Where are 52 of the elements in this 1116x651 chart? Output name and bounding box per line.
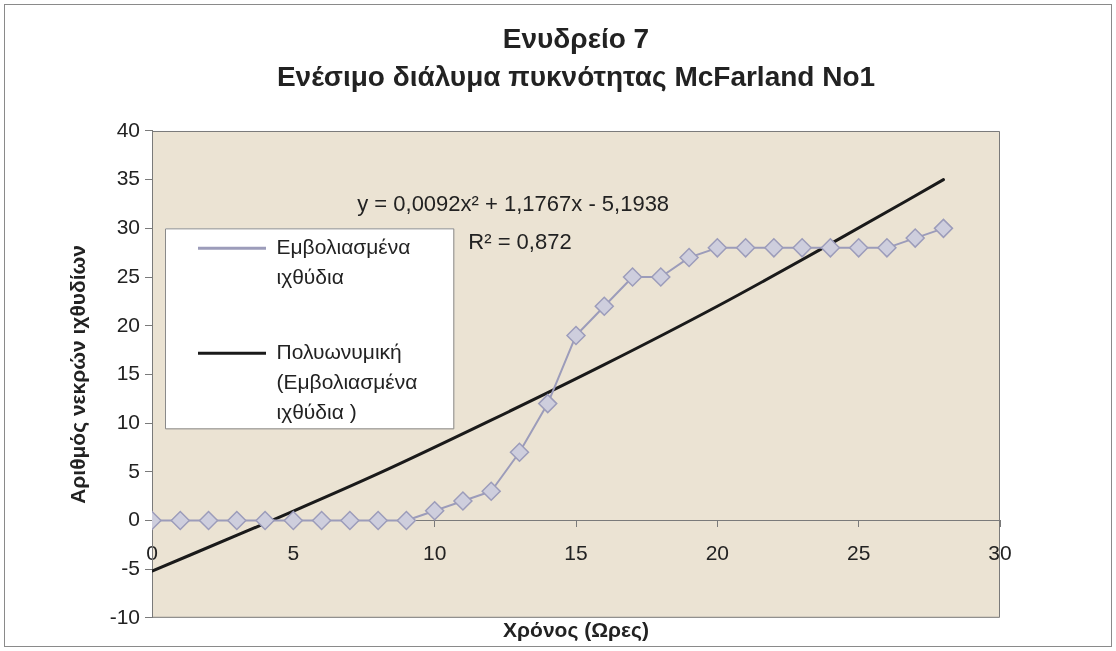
point [905, 228, 925, 248]
point [424, 500, 445, 521]
point [340, 510, 360, 531]
y-tick-label: 5 [128, 458, 140, 482]
x-tick-label: 10 [422, 540, 447, 564]
x-axis-title: Χρόνος (Ωρες) [503, 618, 649, 643]
point [566, 325, 586, 346]
point [707, 238, 728, 258]
x-tick-label: 15 [564, 540, 588, 564]
chart-subtitle: Ενέσιμο διάλυμα πυκνότητας McFarland No1 [276, 60, 876, 92]
point [594, 296, 615, 316]
point [453, 491, 473, 511]
x-tick-label: 25 [846, 540, 871, 564]
point [509, 442, 530, 463]
point [848, 238, 869, 258]
chart-title: Ενυδρείο 7 [502, 22, 650, 54]
point [170, 510, 191, 531]
point [792, 238, 812, 258]
point [227, 510, 247, 531]
y-tick-label: 10 [116, 409, 140, 433]
point [255, 510, 275, 531]
point [311, 510, 332, 531]
annotation: y = 0,0092x² + 1,1767x - 5,1938 [357, 191, 670, 217]
y-tick-label: 35 [116, 166, 140, 190]
point [933, 218, 954, 239]
y-tick-label: 25 [116, 263, 140, 287]
point [396, 510, 417, 531]
point [537, 393, 558, 414]
point [368, 510, 388, 531]
point [679, 247, 699, 268]
y-tick-label: 0 [128, 507, 140, 531]
point [283, 510, 304, 531]
x-tick-label: 5 [287, 540, 300, 564]
point [198, 510, 219, 531]
point [764, 238, 784, 258]
y-tick-label: 15 [116, 361, 140, 385]
point [735, 238, 756, 258]
y-tick-label: -5 [121, 555, 140, 579]
point [877, 238, 897, 258]
annotation: R² = 0,872 [468, 229, 572, 255]
point [481, 481, 501, 501]
point [820, 238, 841, 258]
y-tick-label: 40 [116, 117, 140, 141]
y-tick-label: 20 [116, 312, 140, 336]
y-axis-title: Αριθμός νεκρών ιχθυδίων [66, 244, 91, 504]
x-tick-label: 20 [705, 540, 730, 564]
legend-label: Πολυωνυμική (Εμβολιασμένα ιχθύδια ) [276, 340, 418, 424]
point [651, 267, 671, 287]
legend-label: Εμβολιασμένα ιχθύδια [276, 235, 411, 289]
y-tick-label: 30 [116, 215, 140, 239]
point [622, 267, 643, 287]
y-tick-label: -10 [109, 604, 140, 628]
